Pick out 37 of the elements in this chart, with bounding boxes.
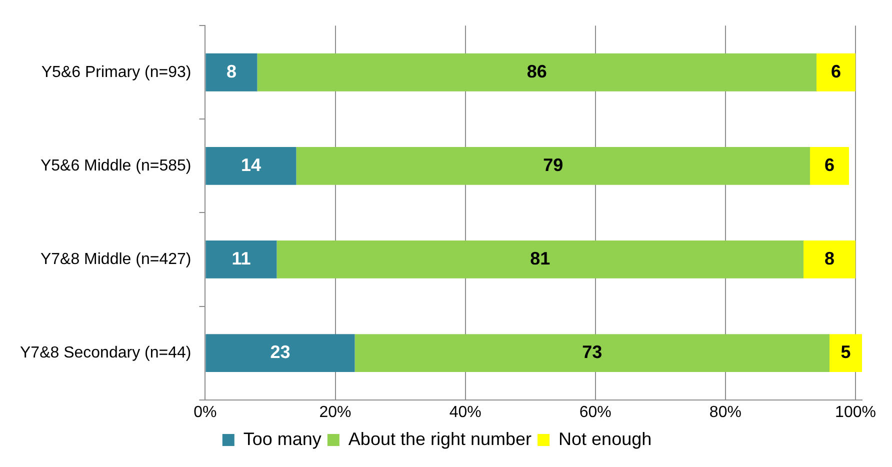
bar (354, 334, 830, 372)
x-tick-label: 100% (835, 404, 876, 421)
bar (810, 146, 849, 185)
legend-label: About the right number (348, 428, 532, 449)
bar (206, 334, 355, 372)
data-label: 8 (824, 248, 834, 268)
data-label: 6 (824, 154, 834, 175)
data-label: 8 (226, 61, 236, 82)
data-label: 5 (840, 342, 851, 362)
bar (296, 146, 810, 185)
data-label: 73 (582, 342, 602, 362)
x-tick-label: 40% (449, 404, 482, 421)
bar (829, 334, 862, 372)
bar (206, 240, 277, 278)
data-label: 11 (232, 248, 251, 268)
y-tick-label: Y7&8 Middle (n=427) (40, 250, 192, 268)
data-label: 23 (270, 342, 290, 362)
bar (206, 146, 296, 185)
y-tick-label: Y5&6 Primary (n=93) (41, 64, 192, 81)
bar (257, 53, 816, 92)
x-tick-label: 20% (319, 404, 352, 421)
x-tick-label: 0% (194, 404, 217, 421)
bar (276, 240, 804, 278)
bar (816, 53, 856, 92)
bar (206, 53, 258, 92)
data-label: 86 (526, 61, 547, 82)
bar (803, 240, 856, 278)
data-label: 14 (240, 154, 262, 175)
data-label: 81 (530, 248, 550, 268)
legend-label: Not enough (558, 428, 652, 449)
x-tick-label: 80% (709, 404, 742, 421)
data-label: 79 (543, 154, 564, 175)
x-tick-label: 60% (579, 404, 612, 421)
data-label: 6 (830, 61, 841, 82)
legend-label: Too many (243, 428, 322, 449)
y-tick-label: Y5&6 Middle (n=585) (40, 157, 192, 174)
y-tick-label: Y7&8 Secondary (n=44) (20, 344, 192, 362)
